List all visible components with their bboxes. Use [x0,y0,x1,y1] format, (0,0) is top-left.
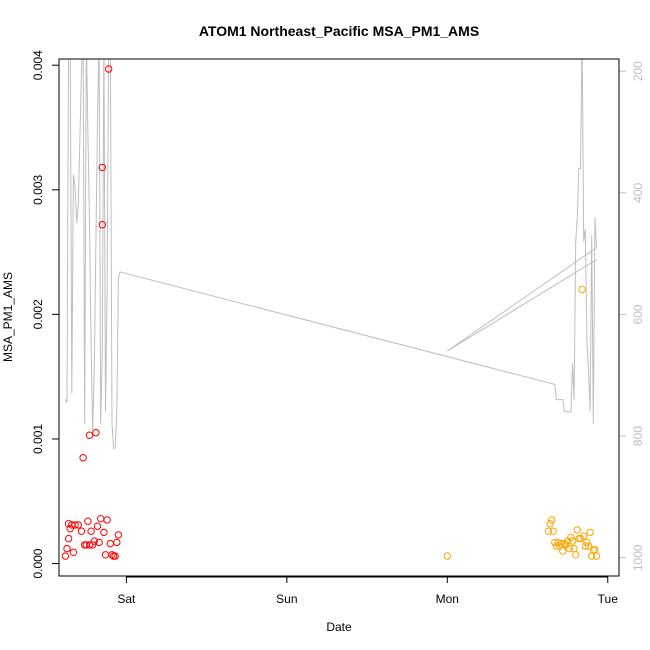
data-point [63,544,71,553]
axes-layer: Sat Sun Mon Tue 0.000 0.001 0.002 0.003 0.004 200… [31,50,645,606]
data-point [98,163,107,172]
data-point [559,547,567,555]
data-point [583,538,591,547]
data-point [578,285,586,294]
data-point [84,517,92,525]
data-point [565,544,573,553]
x-tick-label: Sun [276,592,297,606]
data-point [573,526,581,534]
data-point [113,538,121,547]
x-tick-label: Mon [436,592,459,606]
data-point [111,552,119,560]
data-point [90,537,99,545]
data-point [567,533,575,542]
x-tick-label: Tue [598,592,619,606]
data-point [592,552,601,560]
data-point [101,551,110,559]
y-tick-label: 0.002 [31,299,45,329]
y-tick-label: 0.000 [31,548,45,578]
secondary-line-layer [64,59,598,449]
data-point [100,528,108,537]
x-tick-label: Sat [117,592,136,606]
chart-title: ATOM1 Northeast_Pacific MSA_PM1_AMS [199,23,479,39]
data-point [568,537,577,545]
data-point [69,548,78,556]
data-point [547,516,556,524]
data-point [570,544,578,553]
secondary-y-tick-label: 600 [631,304,645,324]
data-point [572,551,580,559]
data-point [108,551,116,559]
data-point [584,542,593,550]
secondary-y-tick-label: 800 [631,426,645,446]
plot-frame [58,58,620,577]
data-point [95,538,103,547]
data-point [546,520,554,528]
data-point [544,527,553,535]
y-tick-label: 0.003 [31,174,45,204]
data-point [71,521,79,529]
data-point [85,431,94,439]
data-point [580,532,588,540]
points-layer [61,65,601,560]
y-tick-label: 0.001 [31,424,45,454]
secondary-y-tick-label: 1000 [631,544,645,571]
secondary-y-tick-label: 200 [631,61,645,81]
data-point [443,552,451,560]
data-point [89,541,97,549]
secondary-series-line [64,59,598,449]
data-point [586,528,594,537]
data-point [97,515,105,523]
data-point [66,525,74,533]
data-point [93,522,102,530]
data-point [114,531,123,539]
data-point [549,527,557,535]
secondary-y-tick-label: 400 [631,182,645,202]
data-point [79,454,87,462]
data-point [87,527,95,535]
data-point [77,527,86,535]
data-point [74,521,83,529]
y-axis-label: MSA_PM1_AMS [1,272,15,362]
data-point [557,539,565,548]
data-point [98,221,107,229]
x-axis-label: Date [326,620,352,634]
y-tick-label: 0.004 [31,50,45,80]
data-point [581,542,589,550]
data-point [103,516,111,524]
data-point [106,539,115,548]
data-point [105,65,113,73]
data-point [92,429,100,437]
data-point [85,541,94,549]
data-point [64,534,73,543]
data-point [61,552,70,560]
